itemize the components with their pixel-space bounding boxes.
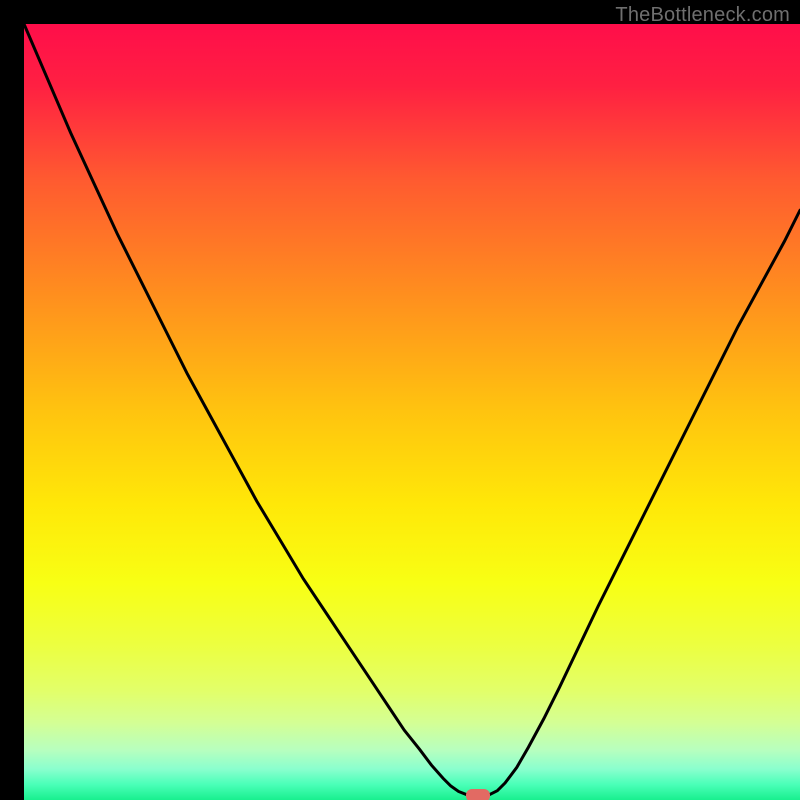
- optimal-marker: [466, 789, 491, 800]
- watermark-text: TheBottleneck.com: [615, 4, 790, 27]
- chart-frame: TheBottleneck.com: [0, 0, 800, 800]
- bottleneck-curve-path: [24, 24, 800, 795]
- plot-area: [24, 24, 800, 800]
- bottleneck-curve-svg: [24, 24, 800, 800]
